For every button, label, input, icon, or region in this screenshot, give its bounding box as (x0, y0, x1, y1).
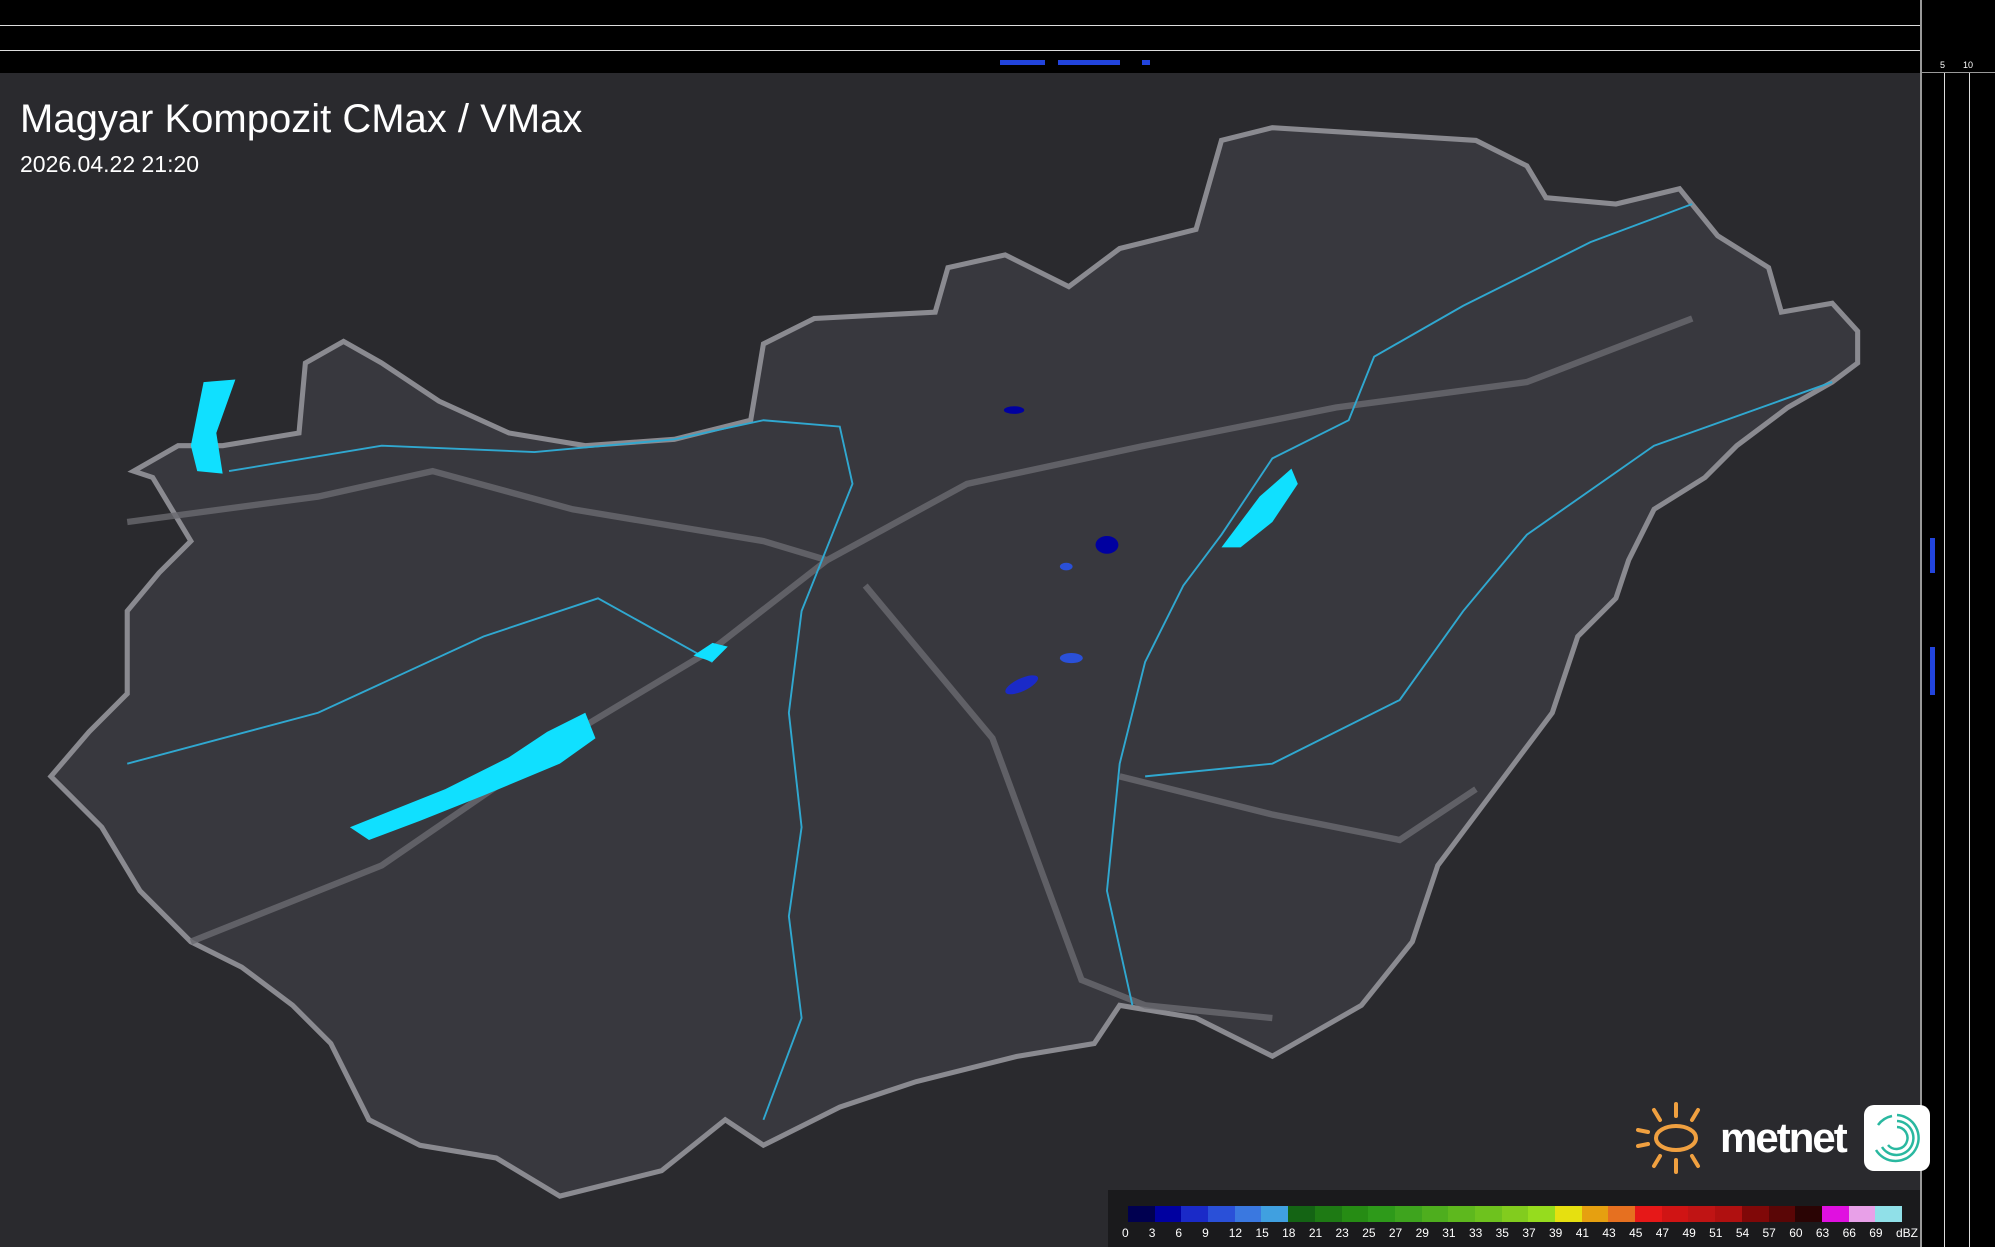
legend-color-cell (1821, 1206, 1849, 1222)
profile-echo (1000, 60, 1045, 65)
legend-label: 51 (1709, 1226, 1723, 1240)
lakes (190, 379, 1298, 840)
vertical-profile-panel: 5 10 (1920, 0, 1995, 1247)
legend-label: 23 (1335, 1226, 1349, 1240)
radar-echo (1059, 562, 1073, 571)
legend-label: 39 (1549, 1226, 1563, 1240)
legend-color-cell (1448, 1206, 1475, 1222)
legend-color-cell (1288, 1206, 1315, 1222)
profile-echo (1058, 60, 1120, 65)
legend-unit: dBZ (1895, 1226, 1918, 1240)
legend-color-cell (1661, 1206, 1689, 1222)
legend-color-cell (1848, 1206, 1876, 1222)
scale-tick: 5 (1940, 60, 1946, 70)
profile-gridline (1944, 73, 1945, 1247)
legend-color-cell (1394, 1206, 1422, 1222)
legend-color-cell (1181, 1206, 1209, 1222)
legend-label: 27 (1388, 1226, 1403, 1240)
profile-axis (1920, 72, 1995, 73)
scale-tick: 10 (1963, 60, 1974, 70)
legend-color-cell (1555, 1206, 1582, 1222)
legend-labels: 0 3 6 9 12 15 18 21 23 25 27 29 31 33 35 37 39 41 43 45 47 49… (1122, 1226, 1918, 1240)
legend-label: 63 (1815, 1226, 1830, 1240)
legend-label: 49 (1682, 1226, 1696, 1240)
horizontal-profile-panel: 10 5 (0, 0, 1995, 73)
legend-label: 41 (1575, 1226, 1590, 1240)
radar-echoes (1003, 406, 1119, 695)
legend-label: 35 (1495, 1226, 1509, 1240)
radar-echo (1005, 675, 1039, 695)
legend-label: 43 (1602, 1226, 1616, 1240)
legend-color-cell (1208, 1206, 1235, 1222)
lake-balaton (349, 712, 596, 840)
lake-tisza (1221, 468, 1298, 548)
legend-color-cell (1474, 1206, 1502, 1222)
radar-map (0, 73, 1920, 1247)
lake-velence (693, 642, 728, 662)
legend-color-cell (1341, 1206, 1369, 1222)
legend-label: 57 (1762, 1226, 1776, 1240)
legend-label: 9 (1202, 1226, 1209, 1240)
legend-color-cell (1608, 1206, 1636, 1222)
legend-label: 31 (1442, 1226, 1456, 1240)
legend-color-cell (1234, 1206, 1262, 1222)
legend-color-cell (1875, 1206, 1902, 1222)
legend-label: 0 (1122, 1226, 1129, 1240)
timestamp: 2026.04.22 21:20 (20, 151, 200, 177)
legend-label: 60 (1789, 1226, 1803, 1240)
legend-color-cell (1421, 1206, 1449, 1222)
radar-echo (1059, 653, 1083, 664)
legend-color-cell (1368, 1206, 1395, 1222)
legend-label: 33 (1468, 1226, 1483, 1240)
legend-color-cell (1795, 1206, 1822, 1222)
profile-gridline (1969, 73, 1970, 1247)
metnet-logo: metnet (1636, 1100, 1930, 1176)
legend-color-bar (1128, 1206, 1902, 1222)
legend-label: 54 (1735, 1226, 1750, 1240)
profile-gridline (0, 50, 1920, 51)
legend-label: 25 (1362, 1226, 1376, 1240)
profile-gridline (0, 25, 1920, 26)
legend-label: 45 (1629, 1226, 1643, 1240)
lake-neusiedl (190, 379, 236, 474)
profile-echo (1930, 647, 1935, 695)
legend-label: 3 (1148, 1226, 1156, 1240)
legend-color-cell (1768, 1206, 1796, 1222)
swirl-icon (1874, 1113, 1920, 1163)
legend-label: 21 (1308, 1226, 1323, 1240)
profile-echo (1142, 60, 1150, 65)
radar-echo (1003, 406, 1025, 414)
legend-color-cell (1528, 1206, 1555, 1222)
legend-label: 29 (1415, 1226, 1429, 1240)
legend-label: 66 (1842, 1226, 1856, 1240)
app-icon (1863, 1105, 1930, 1171)
legend-label: 47 (1655, 1226, 1670, 1240)
legend-label: 69 (1869, 1226, 1883, 1240)
legend-label: 18 (1282, 1226, 1296, 1240)
hungary-outline (47, 125, 1861, 1199)
map-title: Magyar Kompozit CMax / VMax (20, 97, 583, 141)
legend-color-cell (1261, 1206, 1289, 1222)
radar-echo (1095, 535, 1119, 554)
profile-echo (1930, 538, 1935, 573)
roads (126, 315, 1694, 1022)
legend-color-cell (1715, 1206, 1742, 1222)
rivers (126, 203, 1833, 1121)
legend-color-cell (1741, 1206, 1769, 1222)
dbz-legend: 0 3 6 9 12 15 18 21 23 25 27 29 31 33 35 37 39 41 43 45 47 49… (1108, 1190, 1920, 1247)
logo-text: metnet (1720, 1114, 1848, 1161)
profile-axis (1920, 0, 1922, 1247)
legend-color-cell (1154, 1206, 1182, 1222)
legend-color-cell (1635, 1206, 1662, 1222)
legend-label: 37 (1522, 1226, 1536, 1240)
legend-color-cell (1128, 1206, 1155, 1222)
legend-label: 6 (1175, 1226, 1183, 1240)
legend-color-cell (1688, 1206, 1716, 1222)
legend-color-cell (1581, 1206, 1609, 1222)
legend-label: 15 (1255, 1226, 1269, 1240)
sun-icon (1636, 1102, 1700, 1174)
legend-label: 12 (1228, 1226, 1243, 1240)
legend-color-cell (1314, 1206, 1342, 1222)
legend-color-cell (1501, 1206, 1529, 1222)
